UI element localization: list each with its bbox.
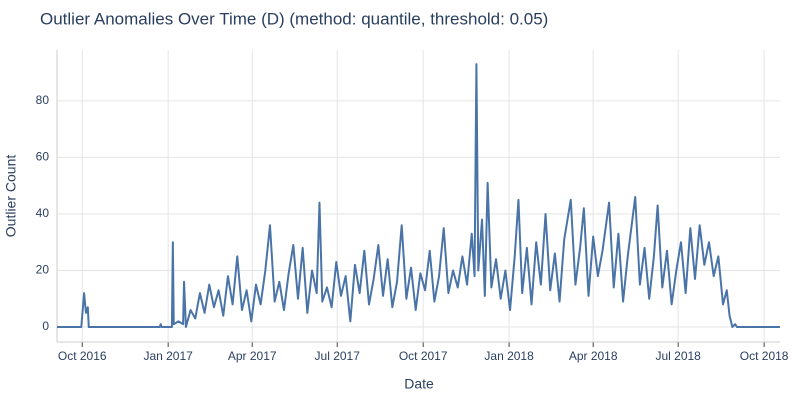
data-line	[57, 63, 780, 329]
x-tick-label: Jan 2018	[484, 349, 534, 363]
y-tick-label: 0	[42, 319, 49, 333]
chart-title: Outlier Anomalies Over Time (D) (method:…	[40, 9, 548, 28]
x-tick-label: Oct 2016	[58, 349, 107, 363]
x-tick-label: Oct 2018	[740, 349, 789, 363]
y-tick-label: 40	[36, 206, 50, 220]
y-tick-label: 20	[36, 263, 50, 277]
y-axis-label: Outlier Count	[3, 155, 19, 238]
x-tick-label: Apr 2018	[569, 349, 618, 363]
y-tick-label: 80	[36, 93, 50, 107]
x-tick-label: Jan 2017	[143, 349, 193, 363]
x-axis-label: Date	[404, 376, 434, 392]
y-tick-label: 60	[36, 150, 50, 164]
x-tick-label: Jul 2018	[655, 349, 701, 363]
x-tick-label: Apr 2017	[228, 349, 277, 363]
x-tick-label: Jul 2017	[315, 349, 361, 363]
x-tick-label: Oct 2017	[399, 349, 448, 363]
